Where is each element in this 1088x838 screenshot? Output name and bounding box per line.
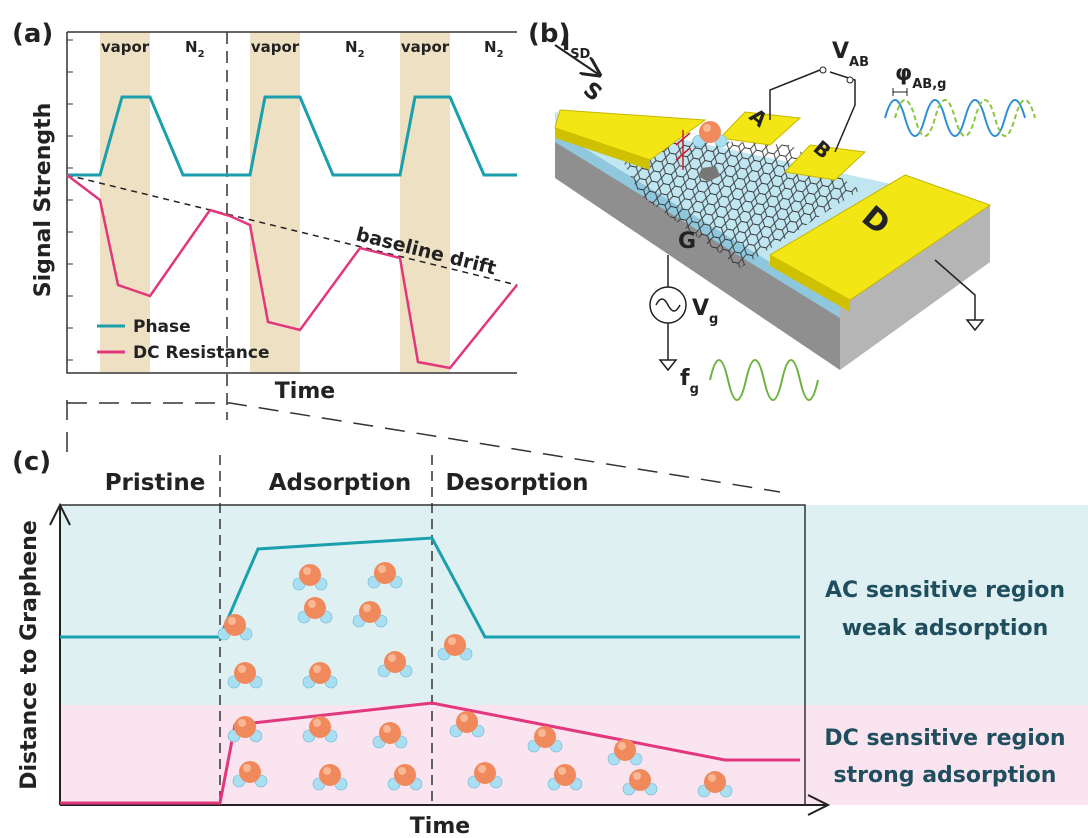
n2-sub: 2 [497, 49, 504, 60]
label-main: f [680, 366, 690, 391]
terminal [820, 67, 826, 73]
n2-sub: 2 [358, 49, 365, 60]
region-label: DC sensitive region [824, 726, 1065, 751]
n2-sub: 2 [198, 49, 205, 60]
label-sub: AB [849, 55, 869, 70]
n2-main: N [185, 38, 198, 56]
vapor-label: vapor [401, 38, 450, 56]
vapor-label: vapor [251, 38, 300, 56]
region-label: weak adsorption [842, 616, 1049, 641]
panel-b: (b) S A B D G ISD VAB φAB,g Vg fg [528, 19, 1035, 400]
y-axis-title: Signal Strength [31, 103, 56, 298]
terminal [847, 77, 853, 83]
x-axis-title: Time [275, 379, 335, 404]
label-main: V [692, 296, 709, 321]
legend-label: DC Resistance [133, 343, 270, 363]
label-sub: g [690, 382, 699, 397]
n2-label: N2 [185, 38, 205, 60]
label-main: φ [895, 61, 912, 86]
stage-label: Desorption [445, 470, 588, 496]
vg-label: Vg [692, 296, 718, 327]
vapor-band [250, 32, 300, 372]
label-sub: AB,g [912, 77, 946, 92]
vapor-label: vapor [101, 38, 150, 56]
legend-label: Phase [133, 317, 191, 337]
pad-label: S [578, 77, 606, 106]
n2-main: N [345, 38, 358, 56]
dc-region [60, 705, 1088, 805]
panel-label: (c) [12, 447, 51, 477]
vab-label: VAB [832, 39, 869, 70]
panel-a: (a) vapor vapor vapor N2 N2 N2 baseline … [12, 19, 517, 420]
fg-label: fg [680, 366, 699, 397]
n2-main: N [484, 38, 497, 56]
current-label: ISD [562, 31, 591, 62]
label-main: V [832, 39, 849, 64]
stage-label: Adsorption [269, 470, 412, 496]
region-label: AC sensitive region [825, 578, 1065, 603]
panel-label: (a) [12, 19, 53, 49]
vapor-band [400, 32, 450, 372]
panel-c: (c) Pristine Adsorption Desorption Dista… [12, 447, 1088, 838]
wire [770, 70, 855, 152]
y-axis-title: Distance to Graphene [17, 520, 42, 790]
label-sub: g [709, 312, 718, 327]
region-label: strong adsorption [834, 763, 1057, 788]
label-main: I [562, 31, 570, 56]
x-axis-title: Time [410, 814, 470, 838]
figure: (a) vapor vapor vapor N2 N2 N2 baseline … [0, 0, 1088, 838]
label-sub: SD [570, 47, 590, 62]
ac-region [60, 505, 1088, 705]
fg-wave [710, 360, 818, 400]
gate-label: G [678, 229, 696, 254]
ticks [67, 40, 73, 360]
n2-label: N2 [345, 38, 365, 60]
phase-label: φAB,g [895, 61, 946, 92]
stage-label: Pristine [105, 470, 206, 496]
phase-marker [893, 88, 907, 96]
n2-label: N2 [484, 38, 504, 60]
